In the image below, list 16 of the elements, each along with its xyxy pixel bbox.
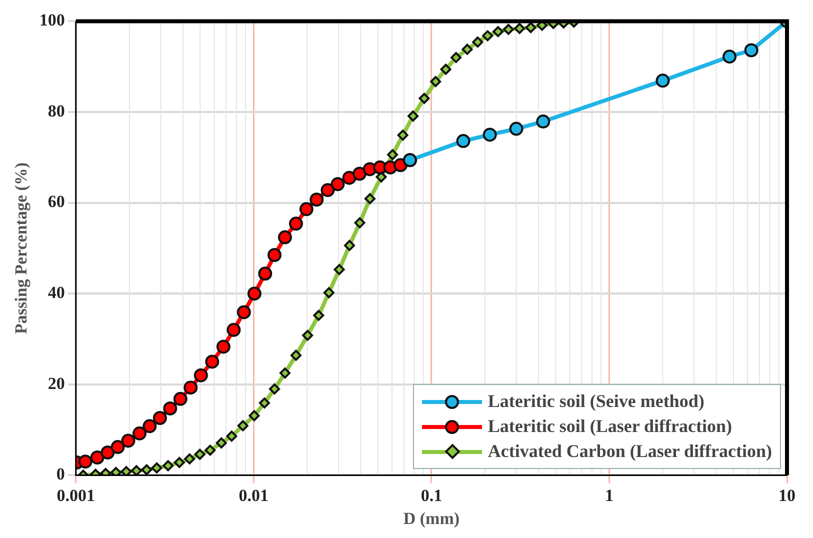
y-tick-label: 100 <box>39 10 65 30</box>
y-tick-label: 20 <box>48 374 65 393</box>
y-tick-label: 80 <box>48 101 65 120</box>
x-tick-label: 1 <box>604 486 614 505</box>
legend-label: Lateritic soil (Seive method) <box>488 391 704 412</box>
x-tick-label: 10 <box>778 486 796 505</box>
x-axis-title: D (mm) <box>403 509 460 528</box>
y-tick-label: 60 <box>48 192 65 212</box>
y-tick-label: 40 <box>48 282 65 302</box>
legend-label: Activated Carbon (Laser diffraction) <box>488 441 772 462</box>
legend-label: Lateritic soil (Laser diffraction) <box>488 416 732 438</box>
x-tick-label: 0.001 <box>56 486 96 505</box>
y-axis-title: Passing Percentage (%) <box>12 162 31 334</box>
x-tick-label: 0.1 <box>420 486 442 505</box>
y-tick-label: 0 <box>56 464 65 484</box>
x-tick-label: 0.01 <box>238 486 269 505</box>
